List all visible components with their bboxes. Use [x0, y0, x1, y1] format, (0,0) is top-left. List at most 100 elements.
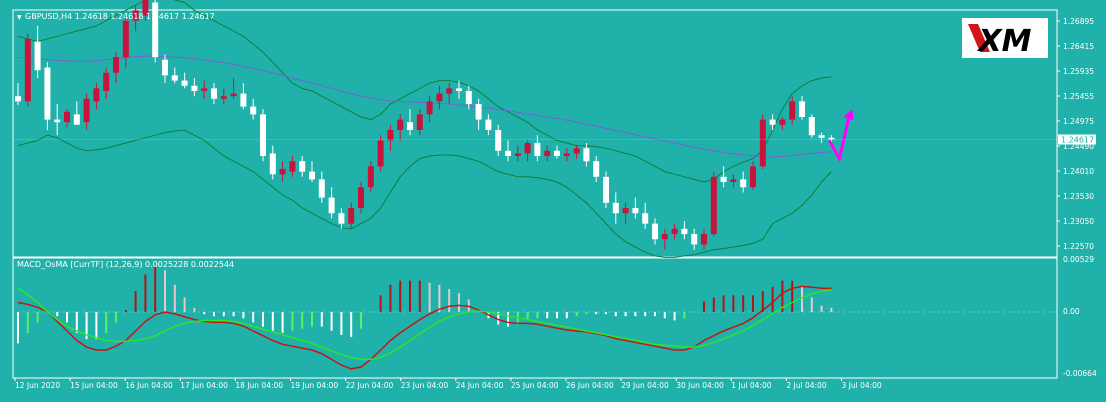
candle-body: [456, 88, 462, 91]
candle: [701, 228, 707, 250]
symbol-dropdown-icon[interactable]: ▼: [17, 14, 22, 21]
candle-body: [779, 119, 786, 125]
candle: [612, 192, 619, 224]
candle-body: [299, 161, 306, 172]
candle-body: [750, 166, 756, 188]
candle-body: [563, 153, 570, 156]
candle: [779, 116, 786, 130]
forecast-arrow: [828, 109, 854, 163]
price-pane[interactable]: [12, 9, 1058, 258]
candle-body: [171, 75, 178, 81]
candle-body: [162, 59, 168, 76]
candle-body: [799, 101, 805, 117]
candle-body: [132, 10, 139, 21]
candle: [279, 161, 286, 183]
candle: [64, 109, 70, 128]
candle: [799, 96, 805, 120]
candle: [230, 77, 237, 99]
symbol-info-label: GBPUSD,H4 1.24618 1.24618 1.24617 1.2461…: [25, 12, 215, 21]
candle: [171, 67, 178, 84]
oscillator-pane[interactable]: [12, 257, 1058, 379]
candle: [211, 83, 217, 104]
candle: [260, 109, 266, 162]
candle-body: [73, 114, 80, 125]
candle-body: [269, 153, 276, 175]
candle-body: [309, 171, 315, 180]
candle-body: [83, 98, 90, 123]
arrow-shaft: [828, 114, 851, 163]
candle-body: [358, 187, 364, 209]
candle-body: [93, 88, 100, 102]
candle: [514, 145, 521, 162]
candle-body: [338, 213, 345, 224]
candle-body: [828, 137, 835, 140]
candle: [240, 83, 247, 110]
candle-body: [642, 213, 649, 224]
arrow-head: [843, 109, 854, 121]
time-tick-label: 23 Jun 04:00: [401, 381, 449, 390]
candle-body: [348, 208, 355, 224]
candle: [769, 114, 776, 130]
candle: [377, 135, 384, 172]
candle: [475, 98, 482, 130]
price-tick-label: 1.26415: [1063, 42, 1094, 51]
candle-body: [181, 80, 188, 86]
candle-body: [808, 116, 815, 136]
time-tick-label: 1 Jul 04:00: [731, 381, 771, 390]
candle-body: [740, 179, 747, 188]
candle: [358, 182, 364, 214]
current-price-label: 1.24617: [1061, 136, 1094, 145]
candle: [44, 62, 51, 130]
candle: [505, 140, 511, 162]
candle-body: [191, 85, 198, 91]
candle: [456, 80, 462, 99]
time-tick-label: 2 Jul 04:00: [786, 381, 826, 390]
candle-body: [465, 90, 472, 104]
candle: [426, 96, 433, 123]
candle: [309, 161, 315, 183]
candle-body: [152, 2, 159, 58]
candle-body: [416, 114, 423, 130]
osc-tick-label: 0.00529: [1063, 255, 1094, 264]
time-tick-label: 15 Jun 04:00: [70, 381, 118, 390]
candle: [54, 103, 61, 136]
candle: [397, 114, 404, 141]
candle-body: [701, 234, 707, 245]
candle-body: [710, 176, 717, 235]
candle-body: [583, 148, 590, 162]
candle: [15, 83, 21, 106]
time-tick-label: 24 Jun 04:00: [456, 381, 504, 390]
macd-line: [17, 285, 832, 370]
candle: [201, 80, 208, 99]
osma-histogram: [17, 266, 833, 344]
time-tick-label: 18 Jun 04:00: [235, 381, 283, 390]
price-tick-label: 1.24975: [1063, 117, 1094, 126]
candle-body: [681, 228, 688, 235]
candle: [24, 33, 31, 107]
candle: [269, 145, 276, 180]
candle-body: [524, 142, 531, 154]
candle: [122, 15, 129, 68]
candle-body: [789, 101, 796, 120]
candle: [387, 124, 394, 151]
candle-body: [603, 176, 609, 203]
candle: [632, 197, 639, 219]
candle: [328, 187, 335, 219]
candle: [348, 202, 355, 229]
candle-body: [260, 114, 266, 156]
candle-body: [769, 119, 776, 125]
candle-body: [250, 106, 257, 115]
candle: [93, 83, 100, 110]
signal-path: [17, 287, 832, 361]
candle: [113, 51, 119, 84]
candle-body: [230, 93, 237, 97]
candle: [671, 223, 678, 240]
candle-body: [593, 161, 600, 177]
candle-body: [446, 88, 453, 94]
candle-body: [367, 166, 374, 188]
candle: [622, 202, 629, 224]
candle: [181, 72, 188, 89]
candle: [583, 142, 590, 167]
candle-body: [397, 119, 404, 130]
